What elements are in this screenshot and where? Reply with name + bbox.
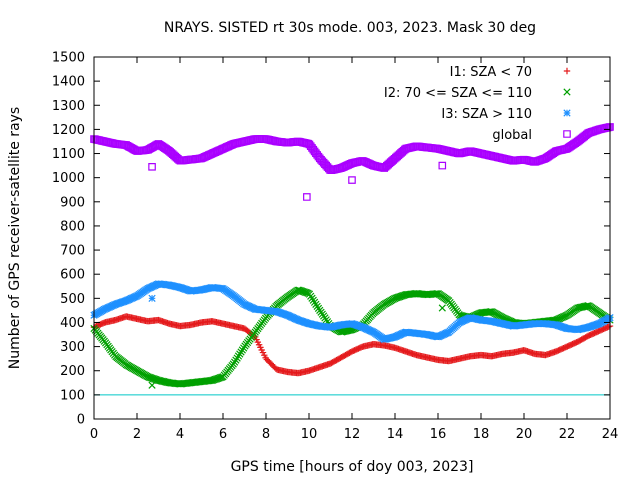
data-point: [606, 123, 614, 131]
y-tick-label: 1400: [52, 75, 85, 90]
y-axis-title: Number of GPS receiver-satellite rays: [7, 107, 23, 369]
axis-ticks: 0 2 4 6 8 10 12 14 16 18 20 22 240100200300400500600…: [52, 51, 618, 443]
data-point: [318, 157, 327, 166]
series-4: [90, 123, 614, 175]
x-tick-label: 8: [262, 427, 270, 442]
legend-label: I2: 70 <= SZA <= 110: [384, 86, 532, 101]
outlier-point: [438, 304, 446, 312]
outlier-point: [303, 193, 311, 201]
legend-marker: [563, 109, 571, 117]
y-tick-label: 600: [60, 268, 85, 283]
x-tick-label: 12: [344, 427, 361, 442]
x-tick-label: 22: [559, 427, 576, 442]
x-tick-label: 10: [301, 427, 318, 442]
y-tick-label: 500: [60, 292, 85, 307]
legend-label: I3: SZA > 110: [441, 107, 532, 122]
legend-marker: [563, 67, 571, 75]
outlier-point: [438, 161, 447, 170]
outlier-point: [148, 381, 156, 389]
data-point: [317, 156, 325, 164]
plot-area: [90, 123, 614, 396]
x-tick-label: 6: [219, 427, 227, 442]
legend-marker: [563, 130, 571, 138]
y-tick-label: 700: [60, 244, 85, 259]
y-tick-label: 1500: [52, 51, 85, 66]
legend-marker: [563, 88, 571, 96]
x-tick-label: 20: [516, 427, 533, 442]
y-tick-label: 100: [60, 388, 85, 403]
series-3: [90, 280, 614, 343]
y-tick-label: 900: [60, 195, 85, 210]
x-tick-label: 2: [133, 427, 141, 442]
x-tick-label: 16: [430, 427, 447, 442]
x-axis-title: GPS time [hours of doy 003, 2023]: [231, 459, 474, 475]
x-tick-label: 24: [602, 427, 619, 442]
y-tick-label: 1000: [52, 171, 85, 186]
outlier-point: [148, 163, 156, 171]
x-tick-label: 14: [387, 427, 404, 442]
legend-label: global: [492, 128, 532, 143]
x-tick-label: 4: [176, 427, 184, 442]
y-tick-label: 200: [60, 364, 85, 379]
outlier-point: [148, 294, 156, 302]
outlier-point: [348, 176, 356, 184]
chart-title: NRAYS. SISTED rt 30s mode. 003, 2023. Ma…: [164, 20, 536, 36]
x-tick-label: 18: [473, 427, 490, 442]
y-tick-label: 400: [60, 316, 85, 331]
y-tick-label: 1200: [52, 123, 85, 138]
y-tick-label: 1300: [52, 99, 85, 114]
x-tick-label: 0: [90, 427, 98, 442]
data-point: [315, 154, 324, 163]
y-tick-label: 1100: [52, 147, 85, 162]
legend: I1: SZA < 70 I2: 70 <= SZA <= 110 I3: SZA …: [384, 65, 571, 143]
y-tick-label: 800: [60, 219, 85, 234]
y-tick-label: 0: [77, 413, 85, 428]
data-point: [319, 158, 328, 167]
legend-label: I1: SZA < 70: [450, 65, 532, 80]
y-tick-label: 300: [60, 340, 85, 355]
